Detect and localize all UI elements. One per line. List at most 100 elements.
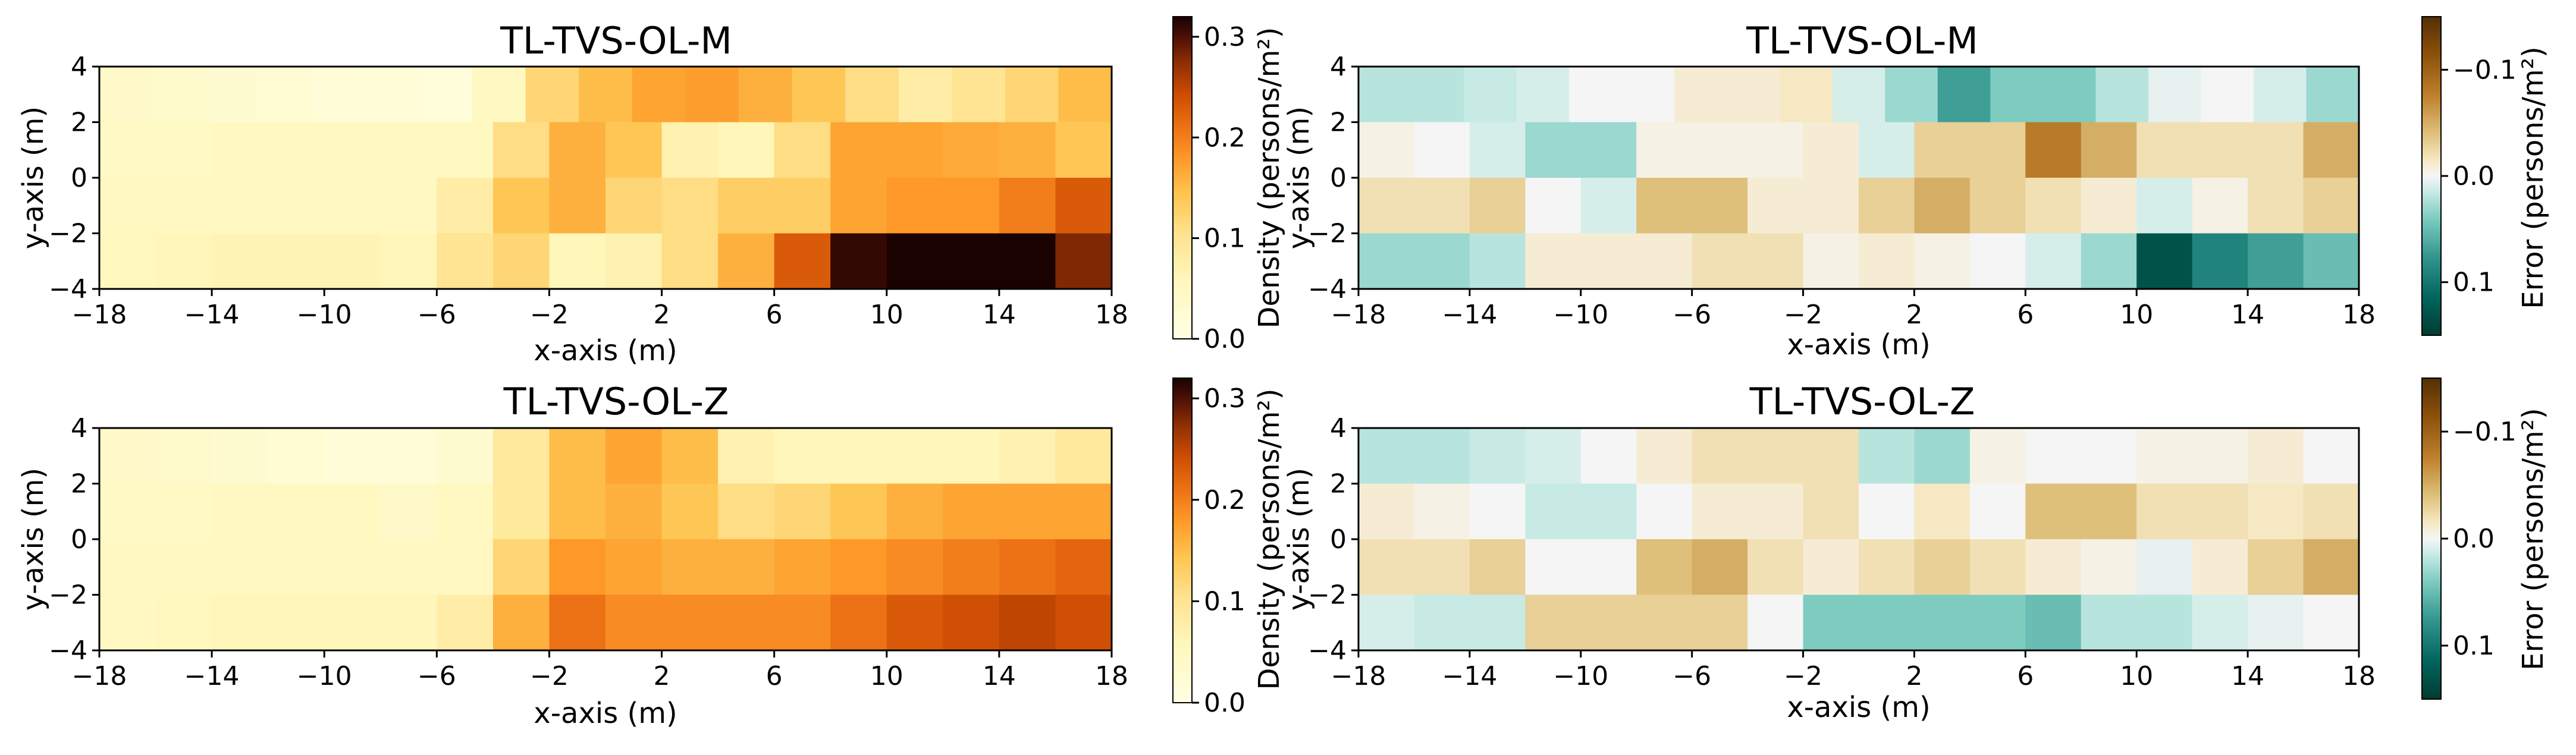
heatmap-cell (1692, 594, 1748, 651)
heatmap-cell (437, 428, 494, 485)
heatmap-cell (685, 67, 739, 123)
colorbar-tick-label: 0.1 (1204, 224, 1245, 254)
heatmap-cell (437, 539, 494, 596)
heatmap-cell (1525, 233, 1582, 290)
heatmap-cell (1674, 67, 1728, 123)
colorbar-ticks: 0.0 0.1 0.2 0.3 (1192, 22, 1245, 354)
heatmap-cell (1469, 483, 1526, 540)
colorbar-gradient (1172, 378, 1193, 703)
heatmap-cell (738, 67, 793, 123)
colorbar-ticks: −0.1 0.0 0.1 (2441, 55, 2517, 298)
heatmap-cell (1914, 594, 1971, 651)
x-tick-label: −2 (530, 661, 569, 691)
heatmap-cell (1859, 483, 1915, 540)
heatmap-cell (2192, 178, 2248, 234)
x-tick-label: 2 (1906, 661, 1922, 691)
heatmap-cell (943, 483, 1000, 540)
heatmap-cell (1803, 594, 1859, 651)
heatmap-cell (380, 178, 437, 234)
heatmap-cell (1055, 594, 1112, 651)
heatmap-cell (943, 233, 1000, 290)
heatmap-cell (1580, 122, 1637, 178)
heatmap-cell (1636, 539, 1693, 596)
heatmap-cell (605, 122, 663, 178)
x-tick-label: 18 (1095, 300, 1128, 330)
heatmap-cell (1358, 483, 1415, 540)
heatmap-cell (99, 122, 156, 178)
heatmap-cell (437, 122, 494, 178)
heatmap-cell (952, 67, 1006, 123)
panel-density-m: TL-TVS-OL-M −18 −14 −10 −6 −2 2 6 10 14 18 −4 −2 0 2… (17, 16, 1286, 367)
heatmap-cell (549, 122, 606, 178)
heatmap-cell (1580, 594, 1637, 651)
heatmap-cell (1055, 539, 1112, 596)
y-tick-label: −4 (49, 274, 87, 304)
y-tick-label: 4 (1330, 413, 1347, 443)
heatmap-cell (1859, 539, 1915, 596)
heatmap-cell (2136, 594, 2193, 651)
heatmap-cell (2136, 539, 2193, 596)
heatmap-cell (2248, 483, 2304, 540)
y-axis-label: y-axis (m) (17, 106, 50, 250)
heatmap-cell (1525, 594, 1582, 651)
heatmap-cell (99, 428, 156, 485)
colorbar-label: Density (persons/m²) (1253, 27, 1286, 329)
heatmap-cell (1803, 122, 1859, 178)
heatmap-cell (830, 483, 887, 540)
heatmap-cell (1969, 594, 2026, 651)
heatmap-cell (632, 67, 686, 123)
x-tick-label: −10 (297, 300, 352, 330)
heatmap-cell (1580, 539, 1637, 596)
heatmap-cell (1525, 539, 1582, 596)
heatmap-cell (830, 594, 887, 651)
heatmap-cell (1803, 428, 1859, 485)
heatmap-cell (845, 67, 899, 123)
heatmap-cell (492, 594, 550, 651)
heatmap-cell (472, 67, 526, 123)
y-tick-label: −2 (49, 580, 87, 611)
heatmap-cell (2303, 539, 2359, 596)
heatmap-cell (605, 594, 663, 651)
y-tick-label: 4 (1330, 52, 1347, 82)
heatmap-cell (1525, 428, 1582, 485)
x-tick-label: −18 (72, 661, 127, 691)
x-tick-label: −14 (184, 300, 240, 330)
heatmap-cell (268, 483, 325, 540)
heatmap-cell (155, 428, 212, 485)
heatmap-cell (1885, 67, 1938, 123)
heatmap-cell (268, 122, 325, 178)
x-tick-label: 18 (1095, 661, 1128, 691)
heatmap-cell (1780, 67, 1833, 123)
heatmap-cells (1358, 67, 2359, 290)
heatmap-cell (2081, 122, 2137, 178)
y-ticks: −4 −2 0 2 4 (1308, 413, 1358, 666)
heatmap-cell (1636, 594, 1693, 651)
heatmap-cell (380, 483, 437, 540)
y-axis-label: y-axis (m) (1282, 106, 1316, 250)
y-axis-label: y-axis (m) (1282, 468, 1316, 611)
x-tick-label: −6 (418, 661, 456, 691)
heatmap-cells (1358, 428, 2359, 651)
x-tick-label: 18 (2342, 300, 2376, 330)
colorbar-ticks: 0.0 0.1 0.2 0.3 (1192, 383, 1245, 718)
colorbar: −0.1 0.0 0.1 Error (persons/m²) (2421, 378, 2550, 700)
x-tick-label: 6 (766, 300, 783, 330)
heatmap-cell (1859, 122, 1915, 178)
heatmap-cell (1747, 594, 1804, 651)
heatmap-cell (1411, 67, 1464, 123)
heatmap-cell (1636, 122, 1693, 178)
x-tick-label: 6 (2017, 300, 2034, 330)
y-ticks: −4 −2 0 2 4 (49, 52, 99, 304)
heatmap-cell (605, 178, 663, 234)
heatmap-cell (2248, 539, 2304, 596)
heatmap-cell (830, 539, 887, 596)
heatmap-cell (99, 594, 156, 651)
heatmap-cell (661, 594, 718, 651)
heatmap-cell (1358, 428, 1415, 485)
colorbar-tick-label: 0.0 (2453, 524, 2495, 554)
heatmap-cell (1747, 178, 1804, 234)
heatmap-cell (549, 178, 606, 234)
heatmap-cell (99, 483, 156, 540)
x-tick-label: −6 (1673, 300, 1711, 330)
